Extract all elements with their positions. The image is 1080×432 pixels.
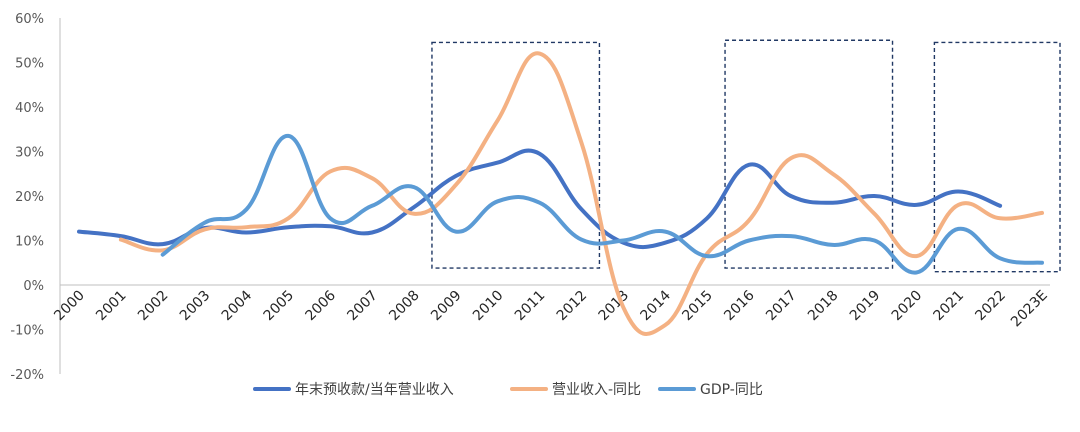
- annotation-boxes: [431, 39, 1061, 273]
- x-tick-label: 2011: [512, 288, 549, 325]
- series-lines: [77, 51, 1044, 336]
- x-tick-label: 2017: [763, 288, 800, 325]
- y-tick-label: 30%: [15, 146, 44, 161]
- annotation-box: [933, 41, 1061, 273]
- x-tick-label: 2010: [470, 288, 507, 325]
- x-axis: 2000 2001 2002 2003 2004 2005 2006 2007 2008 2009…: [51, 284, 1051, 331]
- y-tick-label: -10%: [10, 324, 44, 339]
- legend-label: GDP-同比: [700, 382, 763, 398]
- x-tick-label: 2020: [889, 288, 926, 325]
- x-tick-label: 2001: [93, 288, 130, 325]
- x-tick-label: 2005: [261, 288, 298, 325]
- y-tick-label: 20%: [15, 190, 44, 205]
- x-tick-label: 2022: [972, 288, 1009, 325]
- y-tick-label: 50%: [15, 57, 44, 72]
- legend-label: 营业收入-同比: [552, 382, 641, 398]
- x-tick-label: 2019: [847, 288, 884, 325]
- y-tick-label: 40%: [15, 101, 44, 116]
- series-line-0: [77, 148, 1003, 250]
- y-tick-label: 60%: [15, 12, 44, 27]
- x-tick-label: 2014: [637, 287, 674, 324]
- y-tick-label: 10%: [15, 235, 44, 250]
- x-tick-label: 2021: [931, 288, 968, 325]
- series-line-2: [160, 133, 1044, 275]
- x-tick-label: 2008: [386, 288, 423, 325]
- y-axis: -20% -10% 0% 10% 20% 30% 40% 50% 60%: [10, 12, 61, 383]
- legend: 年末预收款/当年营业收入 营业收入-同比 GDP-同比: [253, 382, 763, 398]
- x-tick-label: 2023E: [1008, 288, 1051, 331]
- x-tick-label: 2018: [805, 288, 842, 325]
- annotation-box: [431, 41, 601, 269]
- x-tick-label: 2000: [51, 288, 88, 325]
- x-tick-label: 2006: [303, 287, 340, 324]
- series-line-1: [118, 51, 1044, 336]
- y-tick-label: 0%: [23, 279, 44, 294]
- x-tick-label: 2013: [596, 288, 633, 325]
- x-tick-label: 2007: [344, 288, 381, 325]
- x-tick-label: 2009: [428, 288, 465, 325]
- annotation-box: [724, 39, 894, 269]
- y-tick-label: -20%: [10, 368, 44, 383]
- x-tick-label: 2003: [177, 288, 214, 325]
- x-tick-label: 2012: [554, 288, 591, 325]
- x-tick-label: 2002: [135, 288, 172, 325]
- legend-label: 年末预收款/当年营业收入: [295, 382, 454, 398]
- x-tick-label: 2004: [219, 287, 256, 324]
- x-tick-label: 2016: [721, 287, 758, 324]
